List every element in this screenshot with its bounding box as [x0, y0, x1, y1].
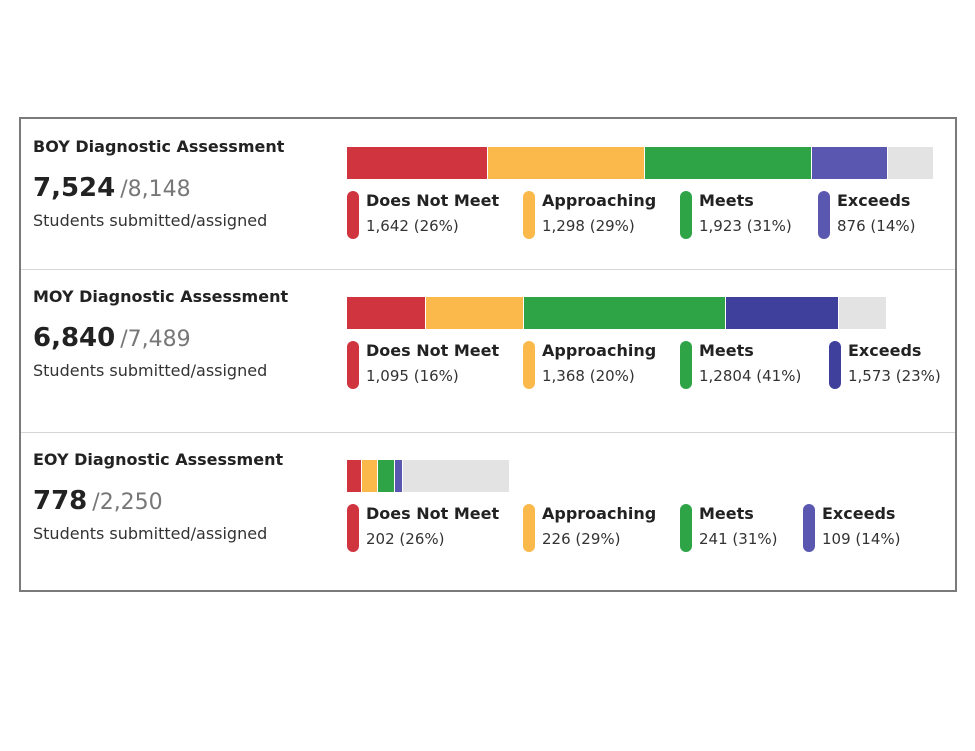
- assessment-title: BOY Diagnostic Assessment: [33, 137, 285, 156]
- legend-count: 1,2804: [699, 367, 752, 385]
- legend-value: 1,642 (26%): [366, 217, 459, 235]
- legend-percent: (41%): [756, 367, 802, 385]
- legend-name: Meets: [699, 191, 754, 210]
- bar-segment: [644, 147, 813, 179]
- bar-segment: [347, 147, 488, 179]
- legend-name: Approaching: [542, 191, 657, 210]
- legend-count: 202: [366, 530, 395, 548]
- legend-percent: (26%): [413, 217, 459, 235]
- legend-value: 241 (31%): [699, 530, 777, 548]
- subtitle: Students submitted/assigned: [33, 211, 268, 230]
- legend-percent: (14%): [870, 217, 916, 235]
- assessment-row: BOY Diagnostic Assessment 7,524/8,148 Stud…: [21, 119, 955, 270]
- legend-swatch: [523, 341, 535, 389]
- assessment-row: EOY Diagnostic Assessment 778/2,250 Studen…: [21, 432, 955, 590]
- legend-count: 1,298: [542, 217, 585, 235]
- legend-value: 1,923 (31%): [699, 217, 792, 235]
- assessment-row: MOY Diagnostic Assessment 6,840/7,489 Stud…: [21, 269, 955, 433]
- submitted-number: 6,840: [33, 323, 116, 353]
- legend-percent: (31%): [746, 217, 792, 235]
- assigned-number: /7,489: [120, 327, 191, 352]
- bar-segment: [347, 460, 362, 492]
- legend-name: Approaching: [542, 341, 657, 360]
- bar-segment: [524, 297, 726, 329]
- submitted-count: 778/2,250: [33, 486, 163, 516]
- legend-name: Exceeds: [848, 341, 922, 360]
- legend-name: Does Not Meet: [366, 504, 500, 523]
- legend-name: Meets: [699, 504, 754, 523]
- subtitle: Students submitted/assigned: [33, 361, 268, 380]
- legend-name: Meets: [699, 341, 754, 360]
- submitted-count: 6,840/7,489: [33, 323, 191, 353]
- legend-percent: (26%): [399, 530, 445, 548]
- legend-count: 1,923: [699, 217, 742, 235]
- bar-segment: [377, 460, 396, 492]
- assessment-title: MOY Diagnostic Assessment: [33, 287, 289, 306]
- legend-swatch: [803, 504, 815, 552]
- assessment-panel: BOY Diagnostic Assessment 7,524/8,148 Stud…: [19, 117, 957, 592]
- assigned-number: /2,250: [92, 490, 163, 515]
- legend-value: 1,2804 (41%): [699, 367, 801, 385]
- submitted-count: 7,524/8,148: [33, 173, 191, 203]
- bar-segment: [395, 460, 403, 492]
- legend-swatch: [680, 504, 692, 552]
- legend-count: 1,368: [542, 367, 585, 385]
- submitted-number: 778: [33, 486, 88, 516]
- legend-swatch: [818, 191, 830, 239]
- legend-value: 876 (14%): [837, 217, 915, 235]
- legend-count: 1,573: [848, 367, 891, 385]
- legend-value: 1,095 (16%): [366, 367, 459, 385]
- legend-count: 1,095: [366, 367, 409, 385]
- legend-name: Exceeds: [837, 191, 911, 210]
- legend-swatch: [680, 191, 692, 239]
- bar-segment: [725, 297, 839, 329]
- legend-name: Does Not Meet: [366, 191, 500, 210]
- legend-percent: (20%): [589, 367, 635, 385]
- legend-value: 1,573 (23%): [848, 367, 941, 385]
- legend-percent: (31%): [732, 530, 778, 548]
- legend-value: 1,368 (20%): [542, 367, 635, 385]
- legend-swatch: [523, 504, 535, 552]
- legend-value: 109 (14%): [822, 530, 900, 548]
- legend-percent: (16%): [413, 367, 459, 385]
- legend-swatch: [829, 341, 841, 389]
- legend-value: 226 (29%): [542, 530, 620, 548]
- legend-percent: (14%): [855, 530, 901, 548]
- subtitle: Students submitted/assigned: [33, 524, 268, 543]
- bar-segment: [812, 147, 889, 179]
- bar-segment: [361, 460, 378, 492]
- legend-name: Approaching: [542, 504, 657, 523]
- assessment-title: EOY Diagnostic Assessment: [33, 450, 284, 469]
- assigned-number: /8,148: [120, 177, 191, 202]
- legend-count: 1,642: [366, 217, 409, 235]
- legend-count: 109: [822, 530, 851, 548]
- legend-swatch: [680, 341, 692, 389]
- legend-swatch: [523, 191, 535, 239]
- legend-swatch: [347, 191, 359, 239]
- legend-percent: (23%): [895, 367, 941, 385]
- legend-count: 226: [542, 530, 571, 548]
- bar-segment: [347, 297, 426, 329]
- legend-name: Exceeds: [822, 504, 896, 523]
- legend-swatch: [347, 504, 359, 552]
- legend-percent: (29%): [575, 530, 621, 548]
- legend-count: 241: [699, 530, 728, 548]
- legend-value: 202 (26%): [366, 530, 444, 548]
- legend-percent: (29%): [589, 217, 635, 235]
- legend-value: 1,298 (29%): [542, 217, 635, 235]
- legend-count: 876: [837, 217, 866, 235]
- bar-segment: [425, 297, 525, 329]
- bar-segment: [487, 147, 645, 179]
- submitted-number: 7,524: [33, 173, 116, 203]
- legend-swatch: [347, 341, 359, 389]
- legend-name: Does Not Meet: [366, 341, 500, 360]
